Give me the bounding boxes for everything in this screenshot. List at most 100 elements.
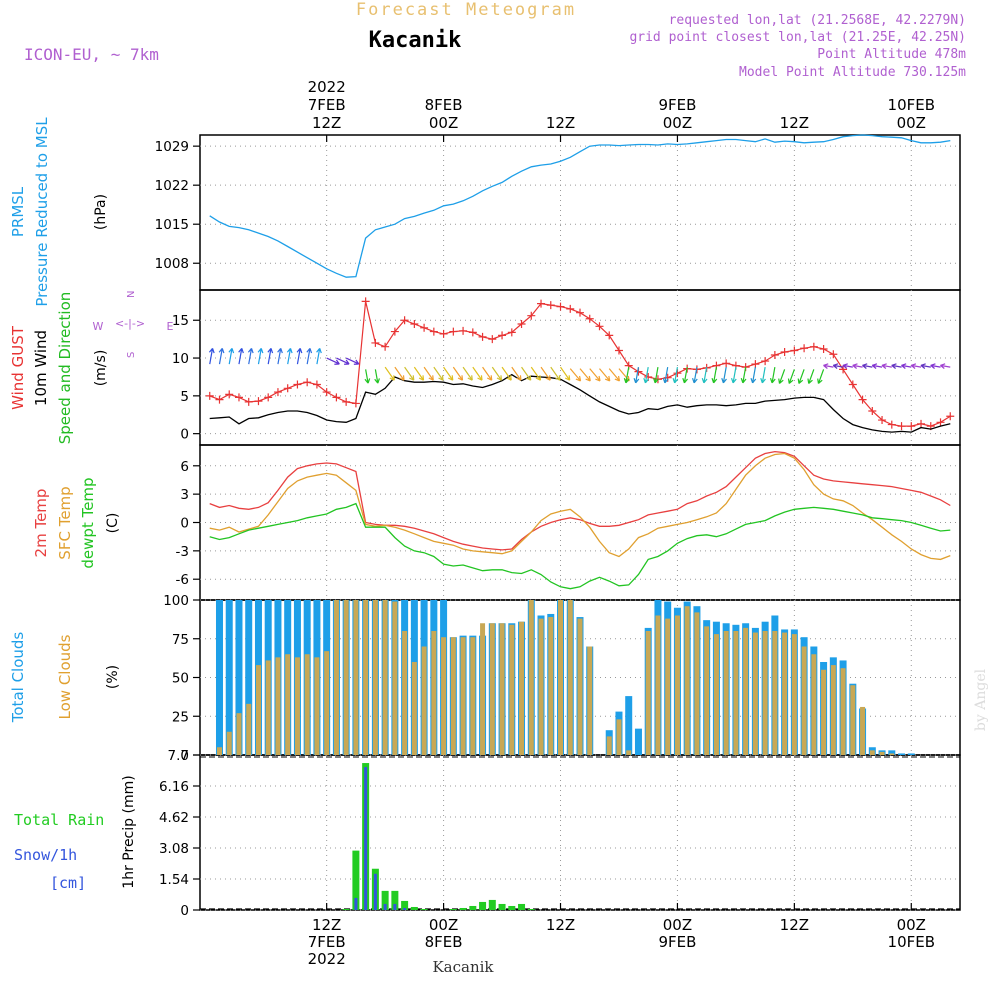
total-cloud-bar xyxy=(625,696,633,755)
low-cloud-bar xyxy=(811,654,817,755)
time-label-top: 00Z xyxy=(897,114,926,132)
gust-point-marker xyxy=(351,399,360,408)
snow-bar xyxy=(393,903,397,910)
compass-west: W xyxy=(93,320,104,333)
wind-10m-label: 10m Wind xyxy=(32,330,50,406)
wind-direction-arrow xyxy=(862,363,873,369)
time-label-top: 10FEB xyxy=(888,96,935,114)
y-tick-label: 1022 xyxy=(155,178,189,194)
wind-direction-arrow xyxy=(267,347,274,365)
low-cloud-bar xyxy=(382,600,388,755)
low-cloud-bar xyxy=(528,600,534,755)
wind-direction-arrow xyxy=(760,367,766,384)
pressure-label-prmsl: PRMSL xyxy=(9,186,27,237)
gust-point-marker xyxy=(809,342,818,351)
low-cloud-bar xyxy=(314,657,320,755)
y-tick-label: 50 xyxy=(172,671,189,687)
gust-point-marker xyxy=(429,327,438,336)
gust-point-marker xyxy=(264,393,273,402)
y-tick-label: 1.54 xyxy=(159,872,189,888)
gust-point-marker xyxy=(576,308,584,317)
time-label-top: 12Z xyxy=(312,114,341,132)
time-label-bottom: 12Z xyxy=(546,916,575,934)
gust-point-marker xyxy=(342,397,351,406)
temp-unit-label: (C) xyxy=(105,513,121,534)
time-label-bottom: 00Z xyxy=(897,916,926,934)
low-cloud-bar xyxy=(402,631,408,755)
rain-bar xyxy=(508,905,516,910)
wind-direction-arrow xyxy=(797,369,805,384)
wind-direction-arrow xyxy=(462,366,473,381)
wind-direction-arrow xyxy=(842,363,853,369)
time-label-top: 8FEB xyxy=(425,96,463,114)
low-cloud-bar xyxy=(372,600,378,755)
gust-point-marker xyxy=(507,328,516,337)
total-cloud-bar xyxy=(907,753,915,755)
compass-east: E xyxy=(167,320,174,333)
gust-point-marker xyxy=(907,422,916,431)
wind-direction-arrow xyxy=(599,368,611,382)
low-cloud-bar xyxy=(645,631,651,755)
gust-point-marker xyxy=(897,422,906,431)
y-tick-label: 25 xyxy=(172,709,189,725)
wind-direction-arrow xyxy=(730,367,737,384)
gust-point-marker xyxy=(449,327,458,336)
gust-point-marker xyxy=(478,332,487,341)
low-cloud-bar xyxy=(460,637,466,755)
wind-direction-arrow xyxy=(530,366,542,381)
low-cloud-bar xyxy=(782,632,788,755)
gust-point-marker xyxy=(946,412,955,421)
rain-bar xyxy=(449,908,457,910)
time-label-bottom: 00Z xyxy=(663,916,692,934)
wind-direction-arrow xyxy=(296,347,303,365)
wind-direction-arrow xyxy=(316,347,322,365)
gust-point-marker xyxy=(722,359,731,368)
gust-point-marker xyxy=(761,357,770,366)
y-tick-label: 75 xyxy=(172,632,189,648)
wind-direction-arrow xyxy=(778,369,786,384)
gust-point-marker xyxy=(780,348,789,356)
low-cloud-bar xyxy=(616,719,622,755)
gust-point-marker xyxy=(829,350,838,359)
low-cloud-bar xyxy=(665,618,671,755)
wind-direction-arrow xyxy=(423,366,434,381)
low-cloud-bar xyxy=(499,623,505,755)
total-cloud-bar xyxy=(898,753,906,755)
gust-point-marker xyxy=(595,322,604,331)
gust-point-marker xyxy=(254,397,263,406)
low-cloud-bar xyxy=(333,600,339,755)
rain-bar xyxy=(469,905,477,910)
gust-point-marker xyxy=(848,380,857,389)
low-cloud-bar xyxy=(752,632,758,755)
wind-direction-arrow xyxy=(832,363,844,369)
point-altitude: Point Altitude 478m xyxy=(817,47,966,62)
time-label-bottom: 2022 xyxy=(308,950,346,968)
low-clouds-label: Low Clouds xyxy=(56,634,74,719)
low-cloud-bar xyxy=(519,621,525,755)
gust-point-marker xyxy=(361,297,370,306)
low-cloud-bar xyxy=(869,750,875,755)
low-cloud-bar xyxy=(353,600,359,755)
gust-point-marker xyxy=(293,380,302,389)
total-cloud-bar xyxy=(215,600,223,755)
low-cloud-bar xyxy=(772,631,778,755)
pressure-panel-frame xyxy=(199,134,961,291)
wind-direction-arrow xyxy=(482,366,493,381)
y-tick-label: 7.7 xyxy=(168,748,189,764)
wind-direction-arrow xyxy=(721,367,727,384)
low-cloud-bar xyxy=(879,751,885,755)
time-label-top: 00Z xyxy=(429,114,458,132)
gust-point-marker xyxy=(605,331,614,340)
gust-point-marker xyxy=(663,373,672,382)
time-label-top: 7FEB xyxy=(308,96,346,114)
snow-label: Snow/1h xyxy=(14,846,77,864)
time-label-top: 2022 xyxy=(308,78,346,96)
low-cloud-bar xyxy=(762,631,768,755)
time-label-bottom: 8FEB xyxy=(425,933,463,951)
low-cloud-bar xyxy=(713,634,719,755)
low-cloud-bar xyxy=(431,631,437,755)
gust-point-marker xyxy=(244,397,253,406)
rain-bar xyxy=(488,899,496,910)
grid-point-coordinates: grid point closest lon,lat (21.25E, 42.2… xyxy=(629,30,966,45)
low-cloud-bar xyxy=(587,646,593,755)
